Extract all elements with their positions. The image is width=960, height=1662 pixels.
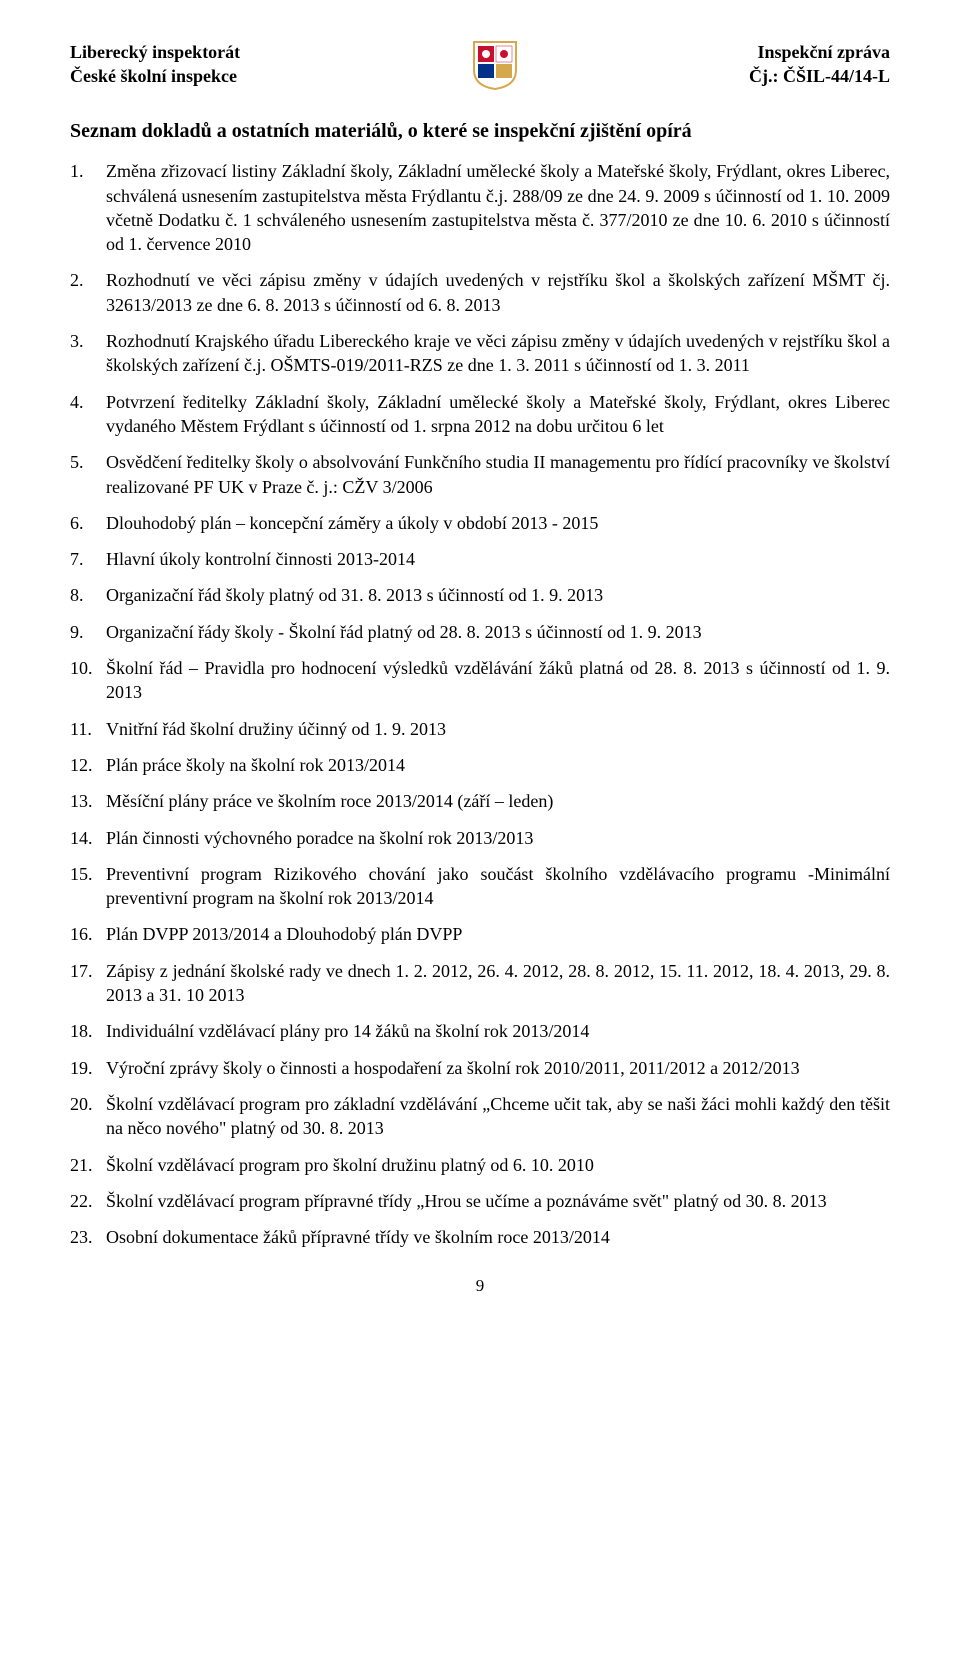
item-number: 23. [70,1225,100,1249]
list-item: 23. Osobní dokumentace žáků přípravné tří… [70,1225,890,1249]
document-list: 1.Změna zřizovací listiny Základní školy… [70,159,890,1249]
list-item: 4.Potvrzení ředitelky Základní školy, Zá… [70,390,890,439]
list-item: 11. Vnitřní řád školní družiny účinný od … [70,717,890,741]
item-text: Školní vzdělávací program přípravné tříd… [106,1191,827,1211]
page-number: 9 [70,1275,890,1298]
item-text: Školní vzdělávací program pro školní dru… [106,1155,594,1175]
list-item: 8. Organizační řád školy platný od 31. 8.… [70,583,890,607]
list-item: 13. Měsíční plány práce ve školním roce 2… [70,789,890,813]
list-item: 1.Změna zřizovací listiny Základní školy… [70,159,890,256]
list-item: 5.Osvědčení ředitelky školy o absolvován… [70,450,890,499]
item-number: 7. [70,547,100,571]
item-number: 11. [70,717,100,741]
list-item: 22. Školní vzdělávací program přípravné t… [70,1189,890,1213]
item-number: 12. [70,753,100,777]
emblem-icon [472,40,518,96]
header-org-line1: Liberecký inspektorát [70,40,240,64]
header-doc-ref: Čj.: ČŠIL-44/14-L [749,64,890,88]
item-text: Hlavní úkoly kontrolní činnosti 2013-201… [106,549,415,569]
item-text: Dlouhodobý plán – koncepční záměry a úko… [106,513,598,533]
item-number: 2. [70,268,100,292]
list-item: 9. Organizační řády školy - Školní řád pl… [70,620,890,644]
list-item: 15.Preventivní program Rizikového chován… [70,862,890,911]
item-text: Změna zřizovací listiny Základní školy, … [106,161,890,254]
item-number: 19. [70,1056,100,1080]
list-item: 14. Plán činnosti výchovného poradce na š… [70,826,890,850]
item-text: Osobní dokumentace žáků přípravné třídy … [106,1227,610,1247]
item-text: Preventivní program Rizikového chování j… [106,864,890,908]
item-number: 14. [70,826,100,850]
list-item: 16. Plán DVPP 2013/2014 a Dlouhodobý plán… [70,922,890,946]
list-item: 3.Rozhodnutí Krajského úřadu Libereckého… [70,329,890,378]
item-number: 13. [70,789,100,813]
item-text: Plán práce školy na školní rok 2013/2014 [106,755,405,775]
header-org-line2: České školní inspekce [70,64,240,88]
header-left: Liberecký inspektorát České školní inspe… [70,40,240,89]
page-header: Liberecký inspektorát České školní inspe… [70,40,890,96]
item-number: 5. [70,450,100,474]
item-number: 9. [70,620,100,644]
item-text: Plán činnosti výchovného poradce na škol… [106,828,533,848]
item-number: 3. [70,329,100,353]
list-item: 18. Individuální vzdělávací plány pro 14 … [70,1019,890,1043]
list-item: 7. Hlavní úkoly kontrolní činnosti 2013-2… [70,547,890,571]
item-text: Zápisy z jednání školské rady ve dnech 1… [106,961,890,1005]
item-number: 18. [70,1019,100,1043]
header-doc-type: Inspekční zpráva [749,40,890,64]
item-number: 8. [70,583,100,607]
item-text: Školní vzdělávací program pro základní v… [106,1094,890,1138]
item-text: Osvědčení ředitelky školy o absolvování … [106,452,890,496]
list-item: 17.Zápisy z jednání školské rady ve dnec… [70,959,890,1008]
item-text: Organizační řád školy platný od 31. 8. 2… [106,585,603,605]
item-number: 20. [70,1092,100,1116]
list-item: 21. Školní vzdělávací program pro školní … [70,1153,890,1177]
item-number: 22. [70,1189,100,1213]
list-item: 6. Dlouhodobý plán – koncepční záměry a ú… [70,511,890,535]
item-number: 17. [70,959,100,983]
item-text: Rozhodnutí Krajského úřadu Libereckého k… [106,331,890,375]
item-number: 16. [70,922,100,946]
item-text: Individuální vzdělávací plány pro 14 žák… [106,1021,589,1041]
list-item: 12. Plán práce školy na školní rok 2013/2… [70,753,890,777]
item-text: Školní řád – Pravidla pro hodnocení výsl… [106,658,890,702]
header-right: Inspekční zpráva Čj.: ČŠIL-44/14-L [749,40,890,89]
item-text: Výroční zprávy školy o činnosti a hospod… [106,1058,800,1078]
item-text: Vnitřní řád školní družiny účinný od 1. … [106,719,446,739]
item-text: Měsíční plány práce ve školním roce 2013… [106,791,553,811]
item-text: Rozhodnutí ve věci zápisu změny v údajíc… [106,270,890,314]
list-item: 2.Rozhodnutí ve věci zápisu změny v údaj… [70,268,890,317]
item-number: 1. [70,159,100,183]
list-item: 10.Školní řád – Pravidla pro hodnocení v… [70,656,890,705]
item-text: Plán DVPP 2013/2014 a Dlouhodobý plán DV… [106,924,462,944]
item-number: 15. [70,862,100,886]
section-title: Seznam dokladů a ostatních materiálů, o … [70,118,890,145]
item-text: Organizační řády školy - Školní řád plat… [106,622,702,642]
list-item: 20.Školní vzdělávací program pro základn… [70,1092,890,1141]
item-number: 6. [70,511,100,535]
item-number: 4. [70,390,100,414]
item-number: 21. [70,1153,100,1177]
item-number: 10. [70,656,100,680]
item-text: Potvrzení ředitelky Základní školy, Zákl… [106,392,890,436]
list-item: 19. Výroční zprávy školy o činnosti a hos… [70,1056,890,1080]
